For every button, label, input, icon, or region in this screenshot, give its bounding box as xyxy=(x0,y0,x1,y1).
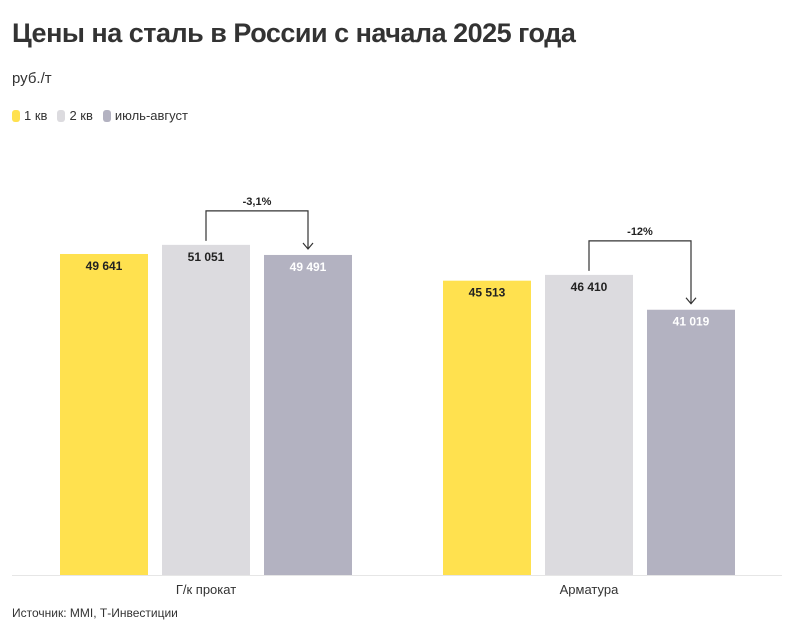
source-note: Источник: MMI, Т-Инвестиции xyxy=(12,606,178,620)
legend-swatch xyxy=(102,109,111,122)
category-label: Г/к прокат xyxy=(176,582,236,597)
unit-label: руб./т xyxy=(12,70,52,87)
legend-item: 1 кв xyxy=(12,108,47,123)
chart-title: Цены на сталь в России с начала 2025 год… xyxy=(12,18,576,48)
data-label: 51 051 xyxy=(188,250,225,264)
legend-item: июль-август xyxy=(102,108,188,123)
change-arrow xyxy=(588,240,692,304)
arrow-head-icon xyxy=(302,242,314,250)
change-label: -3,1% xyxy=(243,196,272,208)
data-label: 46 410 xyxy=(571,280,608,294)
arrow-head-icon xyxy=(685,297,697,305)
data-label: 49 641 xyxy=(86,259,123,273)
legend-swatch xyxy=(57,109,66,122)
legend-swatch xyxy=(12,109,20,122)
change-arrow xyxy=(205,210,309,249)
bar xyxy=(545,274,633,575)
change-label: -12% xyxy=(627,226,653,238)
data-label: 45 513 xyxy=(469,286,506,300)
data-label: 49 491 xyxy=(290,260,327,274)
data-label: 41 019 xyxy=(673,315,710,329)
legend-item: 2 кв xyxy=(57,108,93,123)
legend-label: 1 кв xyxy=(24,108,48,123)
bar xyxy=(162,244,250,576)
bar xyxy=(647,309,735,575)
bar xyxy=(443,280,531,575)
category-label: Арматура xyxy=(560,582,619,597)
bar xyxy=(60,253,148,575)
legend-label: 2 кв xyxy=(69,108,93,123)
legend-label: июль-август xyxy=(114,108,188,123)
bar xyxy=(264,254,352,576)
legend: 1 кв 2 кв июль-август xyxy=(12,108,188,123)
